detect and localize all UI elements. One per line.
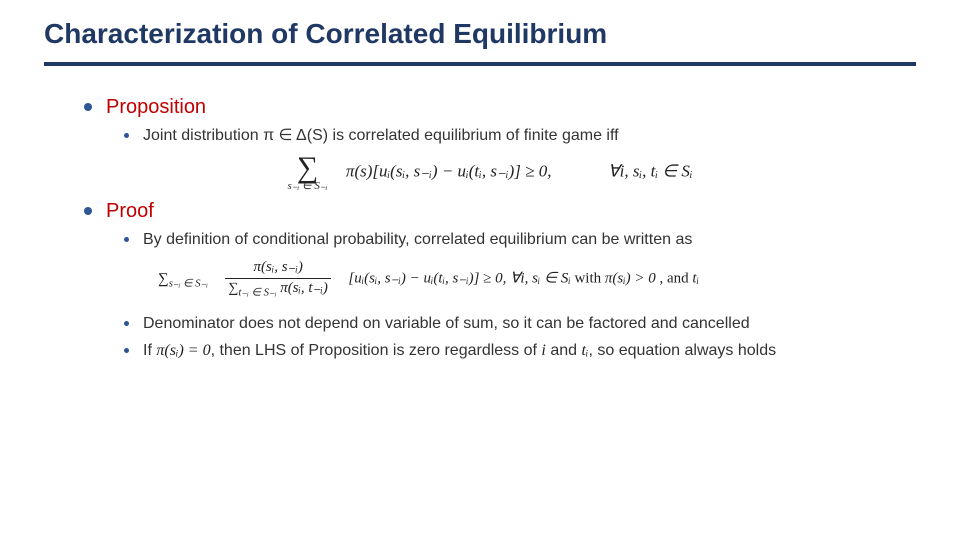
formula1-quant: ∀i, sᵢ, tᵢ ∈ Sᵢ	[608, 161, 693, 180]
proof-line2: Denominator does not depend on variable …	[124, 313, 896, 335]
sub-bullet-dot-icon	[124, 237, 129, 242]
proposition-text: Joint distribution π ∈ Δ(S) is correlate…	[143, 125, 619, 147]
proof-heading: Proof	[106, 200, 154, 223]
formula2-tail-math: π(sᵢ) > 0	[605, 271, 656, 287]
outer-sum: ∑s₋ᵢ ∈ S₋ᵢ	[158, 271, 208, 287]
proposition-line: Joint distribution π ∈ Δ(S) is correlate…	[124, 125, 896, 147]
proposition-formula: ∑ s₋ᵢ ∈ S₋ᵢ π(s)[uᵢ(sᵢ, s₋ᵢ) − uᵢ(tᵢ, s₋…	[84, 153, 896, 192]
proof-line2-text: Denominator does not depend on variable …	[143, 313, 750, 335]
bullet-dot-icon	[84, 103, 92, 111]
sum-symbol: ∑ s₋ᵢ ∈ S₋ᵢ	[287, 153, 327, 192]
bullet-dot-icon	[84, 207, 92, 215]
fraction-num: π(sᵢ, s₋ᵢ)	[225, 260, 330, 279]
proposition-heading: Proposition	[106, 96, 206, 119]
bullet-proposition: Proposition	[84, 96, 896, 119]
slide: Characterization of Correlated Equilibri…	[0, 0, 960, 540]
fraction: π(sᵢ, s₋ᵢ) ∑t₋ᵢ ∈ S₋ᵢ π(sᵢ, t₋ᵢ)	[225, 260, 330, 299]
proof-line1: By definition of conditional probability…	[124, 229, 896, 251]
bullet-proof: Proof	[84, 200, 896, 223]
sum-limits: s₋ᵢ ∈ S₋ᵢ	[287, 181, 327, 192]
formula2-body: [uᵢ(sᵢ, s₋ᵢ) − uᵢ(tᵢ, s₋ᵢ)] ≥ 0, ∀i, sᵢ …	[348, 271, 570, 287]
proof-line1-text: By definition of conditional probability…	[143, 229, 692, 251]
sigma-icon: ∑	[287, 153, 327, 183]
sub-bullet-dot-icon	[124, 321, 129, 326]
proof-line3: If π(sᵢ) = 0, then LHS of Proposition is…	[124, 340, 896, 362]
formula2-tail-text: with	[574, 271, 604, 287]
sub-bullet-dot-icon	[124, 133, 129, 138]
formula1-body: π(s)[uᵢ(sᵢ, s₋ᵢ) − uᵢ(tᵢ, s₋ᵢ)] ≥ 0,	[346, 161, 552, 180]
formula2-tail-math2: tᵢ	[692, 271, 699, 287]
fraction-den: ∑t₋ᵢ ∈ S₋ᵢ π(sᵢ, t₋ᵢ)	[225, 279, 330, 299]
proof-formula: ∑s₋ᵢ ∈ S₋ᵢ π(sᵢ, s₋ᵢ) ∑t₋ᵢ ∈ S₋ᵢ π(sᵢ, t…	[158, 260, 896, 299]
proof-line3-text: If π(sᵢ) = 0, then LHS of Proposition is…	[143, 340, 776, 362]
sub-bullet-dot-icon	[124, 348, 129, 353]
slide-title: Characterization of Correlated Equilibri…	[44, 18, 916, 60]
slide-content: Proposition Joint distribution π ∈ Δ(S) …	[44, 66, 916, 362]
formula2-tail-text2: , and	[659, 271, 692, 287]
